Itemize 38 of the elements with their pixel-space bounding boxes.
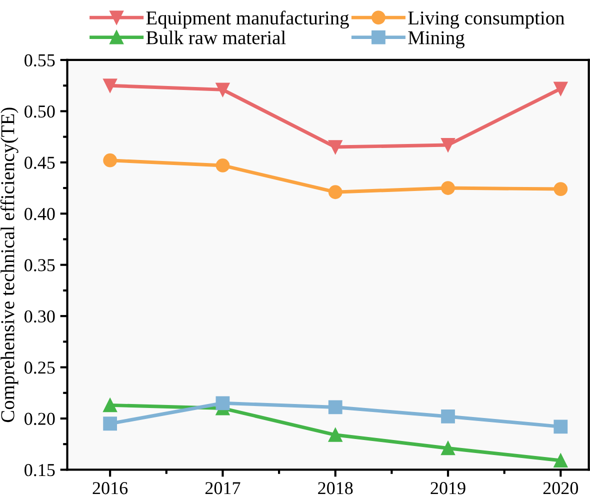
point — [441, 181, 455, 195]
x-tick-label: 2018 — [318, 482, 353, 494]
y-tick-label: 0.45 — [24, 156, 55, 169]
y-tick-label: 0.25 — [24, 362, 55, 374]
point — [103, 153, 118, 168]
point — [216, 82, 230, 97]
y-tick-label: 0.35 — [24, 259, 55, 272]
legend-label: Living consumption — [408, 11, 565, 29]
y-tick-label: 0.30 — [24, 310, 55, 323]
point — [441, 441, 455, 456]
x-tick-label: 2016 — [92, 482, 128, 494]
point — [328, 140, 342, 154]
y-tick-label: 0.15 — [24, 464, 55, 476]
point — [441, 138, 455, 152]
legend-label: Bulk raw material — [146, 30, 286, 44]
legend-label: Mining — [408, 31, 465, 48]
point — [441, 410, 455, 424]
x-tick-label: 2017 — [205, 482, 240, 494]
point — [554, 454, 568, 468]
point — [328, 185, 342, 200]
legend-label: Equipment manufacturing — [146, 10, 349, 29]
point — [216, 396, 230, 410]
point — [328, 428, 342, 442]
y-tick-label: 0.50 — [24, 105, 55, 118]
y-axis-title: Comprehensive technical efficiency(TE) — [0, 108, 18, 422]
point — [554, 182, 568, 196]
point — [328, 400, 342, 414]
point — [103, 398, 118, 412]
point — [103, 78, 118, 93]
y-tick-label: 0.55 — [24, 54, 55, 66]
point — [554, 420, 568, 434]
x-tick-label: 2020 — [543, 482, 578, 494]
point — [216, 158, 230, 172]
x-tick-label: 2019 — [430, 482, 466, 494]
y-tick-label: 0.20 — [24, 412, 55, 426]
y-tick-label: 0.40 — [24, 208, 55, 220]
point — [103, 416, 118, 431]
point — [554, 82, 568, 96]
